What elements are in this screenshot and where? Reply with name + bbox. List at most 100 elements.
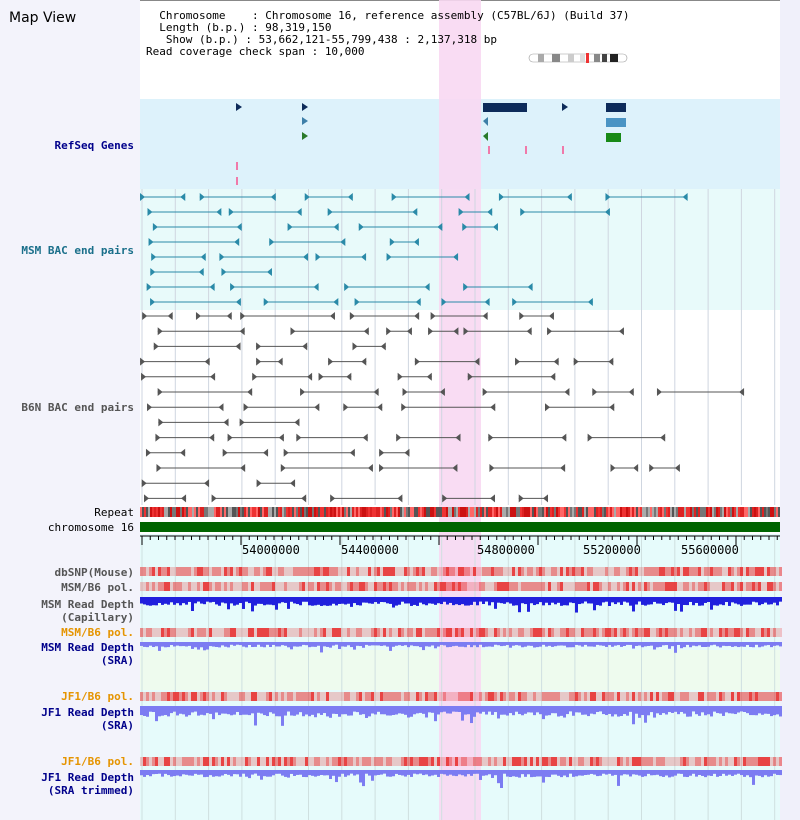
dbsnp-density-cell xyxy=(527,567,530,576)
msm-sra-depth-bar xyxy=(491,642,494,647)
repeat-segment xyxy=(268,507,270,517)
track-label-msm-b6-pol[interactable]: MSM/B6 pol. xyxy=(61,581,134,594)
track-label-b6n-bac[interactable]: B6N BAC end pairs xyxy=(21,401,134,414)
pair-end xyxy=(739,388,745,396)
msm-sra-depth-bar xyxy=(398,642,401,646)
track-label-msm-bac[interactable]: MSM BAC end pairs xyxy=(21,244,134,257)
repeat-segment xyxy=(774,507,776,517)
repeat-segment xyxy=(346,507,348,517)
msm-capillary-depth-bar xyxy=(410,597,413,606)
jf1-b6-pol-cell xyxy=(455,692,458,701)
msm-b6-pol-cell xyxy=(476,628,479,637)
jf1-sra-depth-bar xyxy=(176,706,179,716)
msm-b6-pol-cell xyxy=(506,628,509,637)
pair-end xyxy=(592,388,598,396)
msm-b6-pol-cell xyxy=(371,628,374,637)
jf1-b6-pol-cell xyxy=(731,757,734,766)
jf1-trimmed-depth-bar xyxy=(491,770,494,778)
jf1-b6-pol-cell xyxy=(350,757,353,766)
dbsnp-density-cell xyxy=(293,567,296,576)
jf1-trimmed-depth-bar xyxy=(287,770,290,778)
pair-end xyxy=(344,283,350,291)
msm-sra-depth-bar xyxy=(569,642,572,648)
jf1-b6-pol-cell xyxy=(311,692,314,701)
msm-b6-pol-cell xyxy=(188,628,191,637)
jf1-b6-pol-cell xyxy=(455,757,458,766)
msm-sra-depth-bar xyxy=(272,642,275,645)
jf1-sra-depth-bar xyxy=(389,706,392,716)
track-label-refseq[interactable]: RefSeq Genes xyxy=(54,139,134,152)
track-label-dbsnp[interactable]: dbSNP(Mouse) xyxy=(54,566,134,579)
dbsnp-density-cell xyxy=(365,567,368,576)
track-label-msm-read-depth-capillary[interactable]: MSM Read Depth xyxy=(41,598,134,611)
dbsnp-density-cell xyxy=(221,567,224,576)
track-label-jf1-read-depth-trimmed[interactable]: JF1 Read Depth xyxy=(41,771,134,784)
msm-b6-pol-cell xyxy=(548,628,551,637)
jf1-b6-pol-cell xyxy=(146,757,149,766)
chromosome-value: Chromosome 16, reference assembly (C57BL… xyxy=(265,9,630,22)
repeat-segment xyxy=(240,507,242,517)
pair-end xyxy=(290,327,296,336)
msm-b6-pol-cell xyxy=(254,582,257,591)
repeat-segment xyxy=(324,507,326,517)
msm-capillary-depth-bar xyxy=(302,597,305,602)
repeat-segment xyxy=(140,507,142,517)
jf1-sra-depth-bar xyxy=(653,706,656,718)
track-label-jf1-read-depth-sra[interactable]: JF1 Read Depth xyxy=(41,706,134,719)
jf1-b6-pol-cell xyxy=(431,692,434,701)
jf1-b6-pol-cell xyxy=(338,692,341,701)
repeat-segment xyxy=(452,507,454,517)
jf1-b6-pol-cell xyxy=(437,692,440,701)
track-label-msm-b6-pol-2[interactable]: MSM/B6 pol. xyxy=(61,626,134,639)
jf1-sra-depth-bar xyxy=(512,706,515,716)
b6n-bac-pair xyxy=(156,464,246,472)
jf1-b6-pol-cell xyxy=(344,757,347,766)
msm-sra-depth-bar xyxy=(218,642,221,648)
dbsnp-density-cell xyxy=(158,567,161,576)
msm-sra-depth-bar xyxy=(581,642,584,647)
msm-capillary-depth-bar xyxy=(278,597,281,604)
pair-end xyxy=(210,372,216,381)
dbsnp-density-cell xyxy=(554,567,557,576)
b6n-bac-pair xyxy=(328,357,367,366)
gene-arrow xyxy=(483,117,488,126)
jf1-b6-pol-cell xyxy=(587,757,590,766)
jf1-b6-pol-cell xyxy=(503,757,506,766)
msm-capillary-depth-bar xyxy=(590,597,593,604)
pair-end xyxy=(151,253,157,261)
msm-sra-depth-bar xyxy=(752,642,755,648)
track-label-jf1-b6-pol[interactable]: JF1/B6 pol. xyxy=(61,690,134,703)
jf1-b6-pol-cell xyxy=(680,692,683,701)
msm-bac-pair xyxy=(315,253,367,261)
chromosome-ideogram[interactable] xyxy=(528,53,628,63)
msm-sra-depth-bar xyxy=(605,642,608,647)
jf1-b6-pol-cell xyxy=(773,692,776,701)
msm-b6-pol-cell xyxy=(248,628,251,637)
jf1-sra-depth-bar xyxy=(506,706,509,716)
jf1-b6-pol-cell xyxy=(440,757,443,766)
jf1-trimmed-depth-bar xyxy=(602,770,605,774)
pair-end xyxy=(294,418,300,427)
repeat-segment xyxy=(208,507,210,517)
repeat-segment xyxy=(516,507,518,517)
jf1-sra-depth-bar xyxy=(710,706,713,717)
jf1-sra-depth-bar xyxy=(263,706,266,716)
dbsnp-density-cell xyxy=(569,567,572,576)
track-label-repeat[interactable]: Repeat xyxy=(94,506,134,519)
msm-b6-pol-cell xyxy=(620,582,623,591)
repeat-segment xyxy=(338,507,340,517)
jf1-b6-pol-cell xyxy=(656,757,659,766)
jf1-b6-pol-cell xyxy=(251,692,254,701)
msm-capillary-depth-bar xyxy=(395,597,398,606)
track-label-jf1-b6-pol-2[interactable]: JF1/B6 pol. xyxy=(61,755,134,768)
msm-b6-pol-cell xyxy=(464,582,467,591)
msm-sra-depth-bar xyxy=(464,642,467,648)
msm-capillary-depth-bar xyxy=(437,597,440,604)
gene-arrow xyxy=(483,132,488,141)
msm-bac-pair xyxy=(287,223,339,231)
dbsnp-density-cell xyxy=(146,567,149,576)
track-label-msm-read-depth-sra[interactable]: MSM Read Depth xyxy=(41,641,134,654)
jf1-b6-pol-cell xyxy=(464,757,467,766)
track-label-chromosome[interactable]: chromosome 16 xyxy=(47,521,134,534)
